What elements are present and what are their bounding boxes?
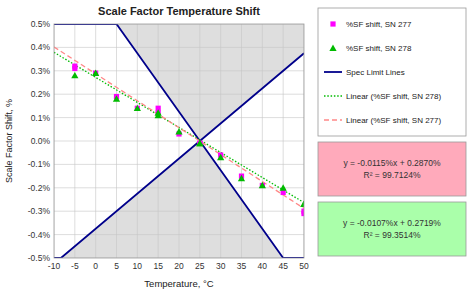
scatter-point	[217, 154, 224, 160]
legend-label: Linear (%SF shift, SN 278)	[346, 92, 441, 101]
x-tick-label: 40	[258, 261, 268, 271]
y-tick-label: 0.1%	[31, 113, 51, 123]
scatter-point	[71, 72, 78, 78]
grid-line-y	[54, 47, 304, 48]
legend-label: Linear (%SF shift, SN 277)	[346, 116, 441, 125]
scatter-point	[280, 184, 287, 190]
y-tick-label: 0.0%	[31, 136, 51, 146]
scatter-point	[300, 201, 304, 207]
scatter-point	[260, 183, 265, 188]
y-tick-label: -0.2%	[28, 183, 51, 193]
legend-line	[324, 71, 342, 73]
scatter-point	[175, 128, 182, 134]
annotation-line: y = -0.0115%x + 0.2870%	[343, 158, 441, 168]
scatter-point	[155, 112, 162, 118]
in-spec-region	[54, 24, 304, 258]
scatter-point	[72, 66, 77, 71]
scatter-point	[300, 201, 304, 207]
y-tick-label: -0.3%	[28, 206, 51, 216]
grid-line-y	[54, 117, 304, 118]
legend-marker	[329, 44, 336, 50]
y-tick-label: 0.5%	[31, 19, 51, 29]
x-tick-label: 25	[195, 261, 205, 271]
legend-line	[324, 119, 342, 120]
y-tick-label: 0.3%	[31, 66, 51, 76]
x-tick-label: -5	[71, 261, 79, 271]
grid-line-y	[54, 164, 304, 165]
y-tick-label: -0.5%	[28, 253, 51, 263]
line-series	[54, 47, 304, 208]
scatter-point	[197, 141, 202, 146]
title: Scale Factor Temperature Shift	[98, 5, 260, 17]
legend-label: Spec Limit Lines	[346, 68, 405, 77]
x-axis-label: Temperature, °C	[144, 278, 213, 289]
scatter-point	[238, 175, 245, 181]
grid-line-y	[54, 94, 304, 95]
annotation: y = -0.0107%x + 0.2719% R² = 99.3514%	[343, 218, 441, 240]
annotation-line: R² = 99.7124%	[364, 170, 421, 180]
scatter-point	[259, 182, 266, 188]
scatter-point	[134, 105, 141, 111]
x-tick-label: 10	[133, 261, 143, 271]
y-tick-label: -0.4%	[28, 230, 51, 240]
annotation-box	[318, 142, 466, 196]
legend-box	[318, 8, 466, 136]
y-tick-label: -0.1%	[28, 159, 51, 169]
x-tick-label: 50	[299, 261, 309, 271]
legend-line	[324, 95, 342, 96]
chart: -10-505101520253035404550-0.5%-0.4%-0.3%…	[0, 0, 470, 299]
x-tick-label: 0	[93, 261, 98, 271]
annotation: y = -0.0115%x + 0.2870% R² = 99.7124%	[343, 158, 441, 180]
annotation-box	[318, 202, 466, 256]
y-tick-label: 0.2%	[31, 89, 51, 99]
x-tick-label: 45	[278, 261, 288, 271]
x-tick-label: 35	[237, 261, 247, 271]
scatter-point	[196, 140, 203, 146]
x-tick-label: 15	[153, 261, 163, 271]
grid-line-y	[54, 187, 304, 188]
legend-label: %SF shift, SN 278	[346, 44, 412, 53]
y-tick-label: 0.4%	[31, 42, 51, 52]
scatter-point	[92, 70, 99, 76]
scatter-point	[113, 95, 120, 101]
x-tick-label: 30	[216, 261, 226, 271]
legend: %SF shift, SN 277 %SF shift, SN 278 Spec L…	[318, 8, 466, 136]
plot-area	[54, 24, 304, 258]
line-series	[54, 24, 304, 258]
annotation-line: R² = 99.3514%	[364, 230, 421, 240]
grid-line-y	[54, 141, 304, 142]
plot-background	[54, 24, 304, 258]
x-tick-label: 20	[174, 261, 184, 271]
legend-label: %SF shift, SN 277	[346, 20, 412, 29]
x-tick-label: 5	[114, 261, 119, 271]
scatter-point	[197, 141, 202, 146]
legend-marker	[330, 21, 335, 26]
scatter-point	[196, 140, 203, 146]
scatter-point	[135, 106, 140, 111]
plot-frame	[54, 24, 304, 258]
grid-line-y	[54, 211, 304, 212]
annotation-line: y = -0.0107%x + 0.2719%	[343, 218, 441, 228]
y-axis-label: Scale Factor Shift, %	[4, 99, 14, 183]
